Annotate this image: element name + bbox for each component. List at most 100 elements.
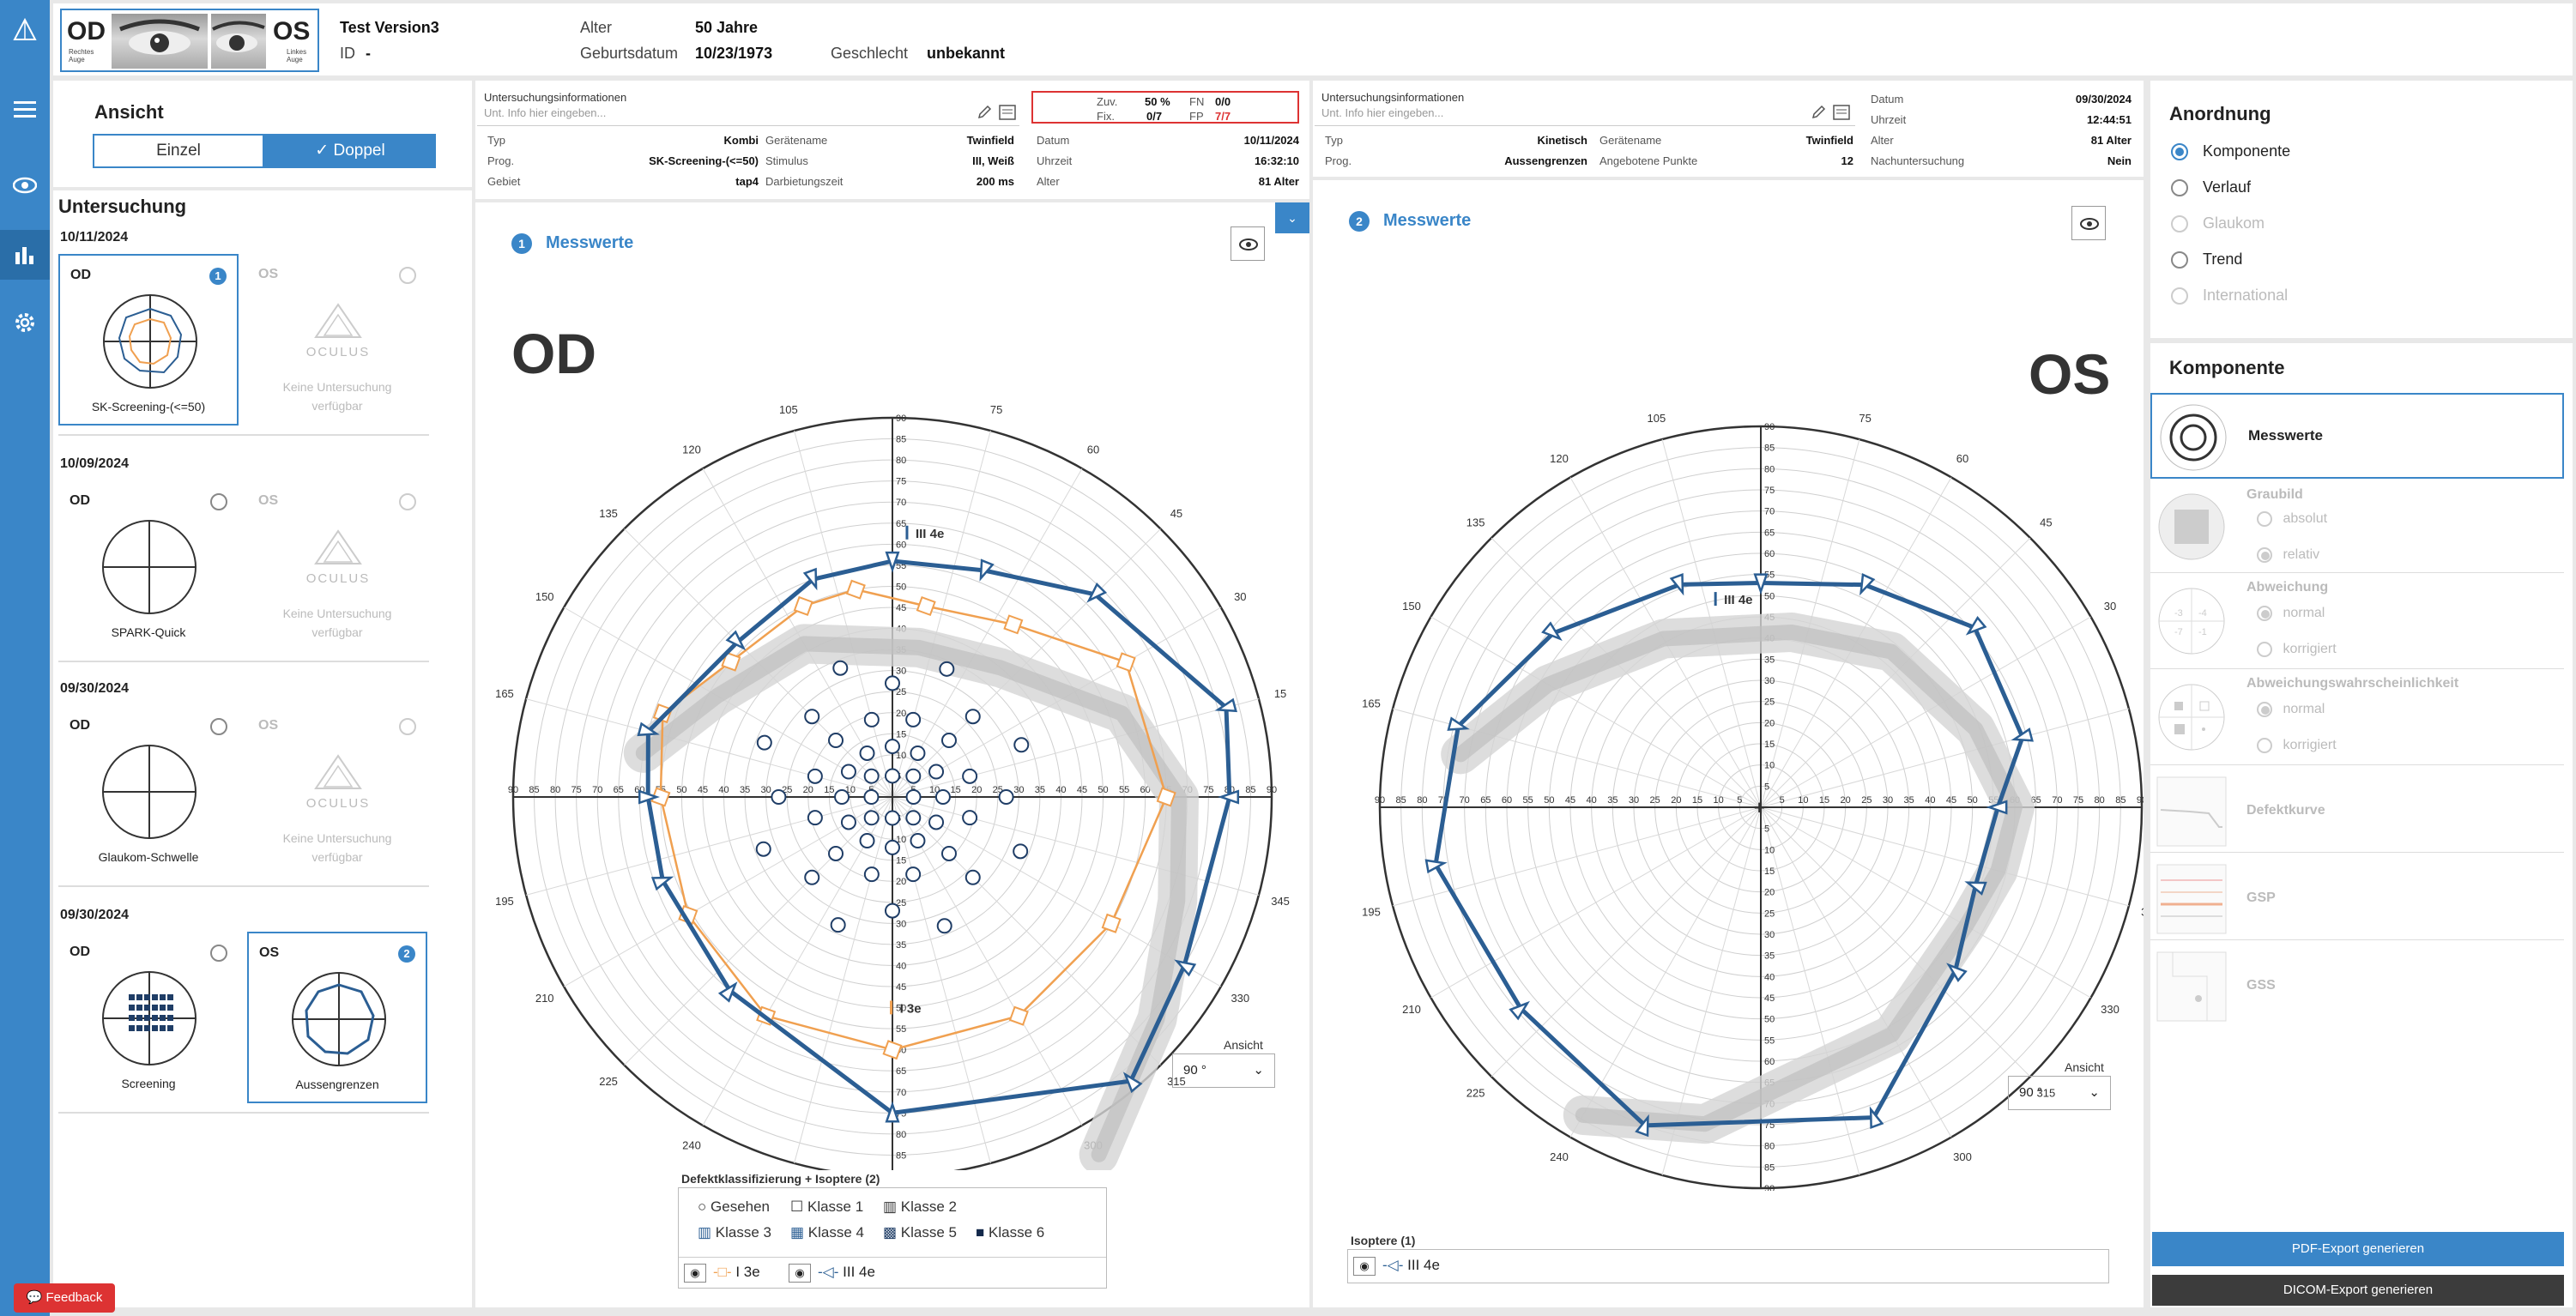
komponente-messwerte[interactable]: Messwerte xyxy=(2150,393,2564,479)
polar-tick-label: 65 xyxy=(896,1066,906,1077)
polar-angle-label: 60 xyxy=(1087,444,1099,456)
pencil-icon[interactable] xyxy=(1811,105,1826,124)
plot-title: Messwerte xyxy=(1383,211,1472,230)
eye-icon[interactable] xyxy=(12,173,38,199)
defektkurve-label: Defektkurve xyxy=(2246,803,2325,818)
eye-icon[interactable]: ◉ xyxy=(684,1264,706,1283)
exam-radio[interactable] xyxy=(399,267,416,284)
polar-tick-label: 25 xyxy=(1861,795,1872,806)
outer-stimulus xyxy=(885,551,900,573)
exam-eye-label: OS xyxy=(258,493,279,508)
fix-label: Fix. xyxy=(1097,110,1115,123)
eye-toggle-button[interactable] xyxy=(2071,206,2106,240)
polar-angle-label: 240 xyxy=(682,1138,701,1151)
feedback-button[interactable]: 💬 Feedback xyxy=(14,1283,115,1313)
exam-caption: verfügbar xyxy=(311,399,363,413)
exam-radio[interactable] xyxy=(210,945,227,962)
polar-spoke xyxy=(1430,616,1762,808)
polar-tick-label: 85 xyxy=(1245,785,1255,795)
doppel-button[interactable]: ✓ Doppel xyxy=(264,134,436,168)
polar-angle-label: 60 xyxy=(1956,452,1968,465)
geraet-value: Twinfield xyxy=(966,134,1014,147)
eye-icon[interactable]: ◉ xyxy=(1353,1257,1376,1276)
eye-toggle-button[interactable] xyxy=(1231,226,1265,261)
polar-angle-label: 45 xyxy=(2040,516,2052,529)
polar-angle-label: 345 xyxy=(2141,906,2144,919)
seen-point xyxy=(905,866,922,883)
radio-icon xyxy=(2171,287,2188,305)
polar-tick-label: 65 xyxy=(1480,795,1491,806)
pdf-export-button[interactable]: PDF-Export generieren xyxy=(2152,1232,2564,1266)
patient-name: Test Version3 xyxy=(340,19,439,36)
polar-tick-label: 45 xyxy=(896,603,906,613)
anordnung-komponente[interactable]: Komponente xyxy=(2171,142,2290,161)
exam-thumbnail xyxy=(103,294,197,389)
polar-angle-label: 165 xyxy=(1362,697,1381,709)
exam-od[interactable]: OD Screening xyxy=(58,932,239,1103)
gear-icon[interactable] xyxy=(12,311,38,336)
typ-value: Kombi xyxy=(723,134,759,147)
fn-label: FN xyxy=(1189,95,1205,108)
note-icon[interactable] xyxy=(999,105,1016,124)
uhrzeit-value: 12:44:51 xyxy=(2086,113,2132,126)
left-info-input[interactable]: Unt. Info hier eingeben... xyxy=(484,106,607,119)
polar-tick-label: 20 xyxy=(803,785,813,795)
typ-label: Typ xyxy=(1325,134,1343,147)
menu-icon[interactable] xyxy=(12,98,38,124)
messwerte-icon xyxy=(2160,404,2227,471)
right-eye-photo xyxy=(112,14,208,69)
exam-od[interactable]: OD Glaukom-Schwelle xyxy=(58,705,239,877)
exam-eye-label: OS xyxy=(258,267,279,281)
alter-value: 81 Alter xyxy=(2090,134,2132,147)
legend-klasse2: ▥ Klasse 2 xyxy=(883,1198,957,1215)
ansicht-value: 90 ° xyxy=(2019,1085,2042,1100)
dicom-export-button[interactable]: DICOM-Export generieren xyxy=(2152,1275,2564,1306)
collapse-button[interactable]: ⌄ xyxy=(1275,202,1309,233)
polar-tick-label: 10 xyxy=(1714,795,1724,806)
note-icon[interactable] xyxy=(1833,105,1850,124)
thumb-cell xyxy=(129,994,135,1000)
exam-od[interactable]: OD SPARK-Quick xyxy=(58,480,239,652)
einzel-button[interactable]: Einzel xyxy=(93,134,264,168)
gebiet-value: tap4 xyxy=(735,175,759,188)
outer-stimulus xyxy=(1859,572,1876,596)
exam-os[interactable]: OS 2 Aussengrenzen xyxy=(247,932,427,1103)
square-icon: ☐ xyxy=(790,1198,804,1215)
polar-spoke xyxy=(892,468,1083,798)
ansicht-select[interactable]: 90 ° ⌄ xyxy=(1172,1053,1275,1088)
seen-point xyxy=(832,660,849,676)
exam-caption: Screening xyxy=(121,1077,176,1090)
exam-od[interactable]: OD 1 SK-Screening-(<=50) xyxy=(58,254,239,426)
polar-tick-label: 15 xyxy=(951,785,961,795)
os-label: OS xyxy=(273,17,311,45)
od-label: OD xyxy=(67,17,106,45)
exam-radio[interactable] xyxy=(210,493,227,510)
seen-point xyxy=(962,768,978,784)
alter-value: 81 Alter xyxy=(1258,175,1299,188)
anordnung-trend[interactable]: Trend xyxy=(2171,251,2242,269)
outer-stimulus xyxy=(637,721,660,737)
polar-angle-label: 15 xyxy=(1274,687,1286,700)
exam-radio[interactable] xyxy=(399,718,416,735)
eye-icon[interactable]: ◉ xyxy=(789,1264,811,1283)
exam-radio[interactable] xyxy=(399,493,416,510)
thumb-cell xyxy=(167,994,173,1000)
polar-angle-label: 120 xyxy=(1550,452,1569,465)
polar-tick-label: 15 xyxy=(1764,739,1775,750)
chart-icon[interactable] xyxy=(0,230,50,280)
exam-eye-label: OS xyxy=(258,718,279,733)
nav-sidebar xyxy=(0,0,50,1316)
outer-stimulus xyxy=(1424,859,1448,874)
polar-tick-label: 60 xyxy=(896,540,906,550)
seen-point xyxy=(840,814,856,830)
exam-radio[interactable] xyxy=(210,718,227,735)
right-info-input[interactable]: Unt. Info hier eingeben... xyxy=(1321,106,1444,119)
messwerte-label: Messwerte xyxy=(2248,427,2323,444)
ansicht-select[interactable]: 90 ° ⌄ xyxy=(2008,1076,2111,1110)
polar-tick-label: 50 xyxy=(896,1004,906,1014)
polar-spoke xyxy=(1430,806,1762,999)
anordnung-verlauf[interactable]: Verlauf xyxy=(2171,178,2251,197)
isopter-tag-label: III 4e xyxy=(1724,593,1752,607)
prog-label: Prog. xyxy=(487,154,515,167)
pencil-icon[interactable] xyxy=(977,105,992,124)
